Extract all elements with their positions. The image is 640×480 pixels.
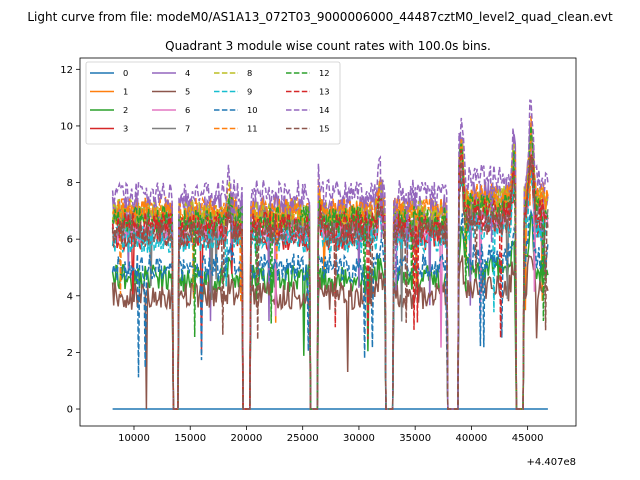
legend-label: 11: [247, 124, 258, 134]
y-tick-label: 10: [60, 121, 73, 132]
chart-suptitle: Light curve from file: modeM0/AS1A13_072…: [27, 10, 613, 24]
x-tick-label: 15000: [174, 433, 206, 444]
legend-label: 10: [247, 105, 258, 115]
y-tick-label: 6: [67, 235, 73, 246]
legend-label: 8: [247, 68, 252, 78]
x-offset-label: +4.407e8: [526, 457, 576, 468]
series-line-15: [111, 155, 549, 410]
y-tick-label: 12: [60, 65, 73, 76]
series-line-14: [111, 99, 549, 410]
legend-label: 2: [123, 105, 128, 115]
legend-label: 15: [319, 124, 330, 134]
y-tick-label: 8: [67, 178, 73, 189]
legend-label: 1: [123, 87, 128, 97]
x-tick-label: 10000: [118, 433, 150, 444]
x-tick-label: 40000: [455, 433, 487, 444]
y-tick-label: 4: [67, 291, 73, 302]
y-tick-label: 0: [67, 405, 73, 416]
legend-label: 0: [123, 68, 128, 78]
y-axis: 0 2 4 6 8 10 12: [60, 65, 80, 416]
axes-frame: [79, 57, 577, 427]
legend-label: 9: [247, 87, 252, 97]
legend-label: 3: [123, 124, 128, 134]
legend-label: 14: [319, 105, 330, 115]
series-line-12: [111, 126, 549, 410]
x-tick-label: 25000: [287, 433, 319, 444]
legend-label: 7: [185, 124, 190, 134]
legend-label: 5: [185, 87, 190, 97]
legend-label: 12: [319, 68, 330, 78]
x-tick-label: 20000: [231, 433, 263, 444]
legend-box: [85, 61, 341, 145]
legend-label: 4: [185, 68, 190, 78]
y-tick-label: 2: [67, 348, 73, 359]
plot-area: [111, 99, 549, 410]
x-tick-label: 30000: [343, 433, 375, 444]
x-tick-label: 35000: [399, 433, 431, 444]
legend-label: 13: [319, 87, 330, 97]
series-line-5: [111, 254, 549, 410]
x-axis: 10000 15000 20000 25000 30000 35000 40000 45000: [118, 426, 544, 444]
x-tick-label: 45000: [512, 433, 544, 444]
legend-label: 6: [185, 105, 190, 115]
series-line-4: [111, 122, 549, 410]
chart-title: Quadrant 3 module wise count rates with …: [165, 39, 491, 53]
